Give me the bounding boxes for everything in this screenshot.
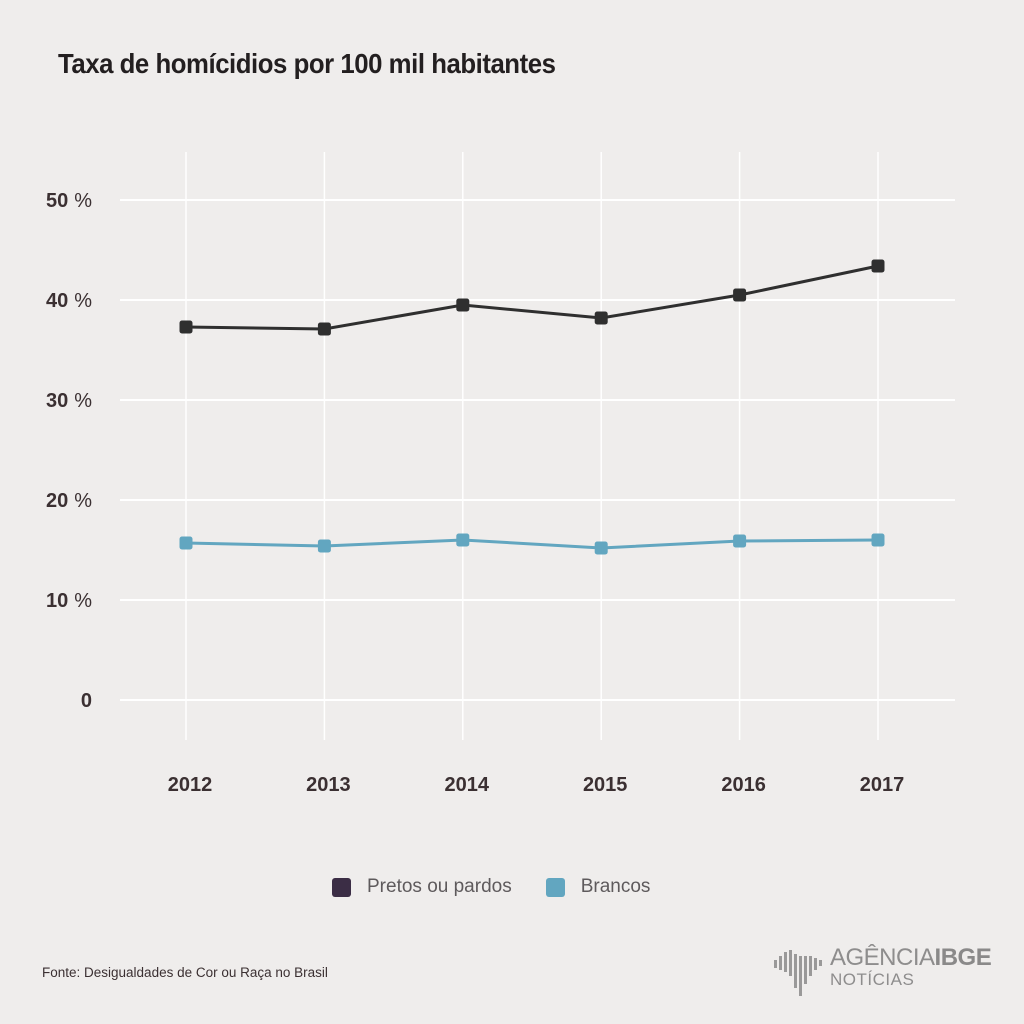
y-tick-label: 10% [46, 590, 92, 612]
data-point[interactable] [179, 536, 193, 550]
data-point[interactable] [871, 533, 885, 547]
legend-label: Brancos [580, 876, 651, 897]
grid [120, 152, 955, 740]
series-pretos-ou-pardos [179, 259, 885, 336]
agencia-ibge-logo: AGÊNCIAIBGE NOTÍCIAS [774, 944, 992, 996]
series-line [185, 538, 879, 550]
logo-bars-icon [774, 950, 824, 996]
x-tick-label: 2013 [306, 774, 351, 796]
y-axis: 50 % 40 % 30 % 20 % 10 % 0 [46, 190, 92, 712]
series-layer [179, 259, 885, 555]
data-point[interactable] [594, 541, 608, 555]
y-tick-label: 40% [46, 290, 92, 312]
series-line [185, 264, 879, 331]
data-point[interactable] [179, 320, 193, 334]
source-note: Fonte: Desigualdades de Cor ou Raça no B… [42, 965, 328, 980]
x-axis: 2012 2013 2014 2015 2016 2017 [168, 774, 905, 796]
data-point[interactable] [733, 534, 747, 548]
y-tick-label: 20% [46, 490, 92, 512]
y-tick-label: 0 [81, 690, 92, 712]
legend: Pretos ou pardos Brancos [332, 876, 684, 898]
x-tick-label: 2017 [860, 774, 905, 796]
data-point[interactable] [594, 311, 608, 325]
logo-text-bold: IBGE [934, 944, 992, 971]
legend-item-brancos[interactable]: Brancos [545, 876, 651, 898]
chart-title: Taxa de homícidios por 100 mil habitante… [58, 48, 556, 79]
x-tick-label: 2016 [721, 774, 766, 796]
data-point[interactable] [317, 322, 331, 336]
legend-item-pretos[interactable]: Pretos ou pardos [332, 876, 512, 898]
x-tick-label: 2014 [445, 774, 490, 796]
y-tick-label: 30% [46, 390, 92, 412]
data-point[interactable] [317, 539, 331, 553]
legend-swatch [545, 877, 565, 897]
data-point[interactable] [456, 298, 470, 312]
legend-label: Pretos ou pardos [367, 876, 512, 897]
series-brancos [179, 533, 885, 555]
data-point[interactable] [871, 259, 885, 273]
logo-text: AGÊNCIA [830, 944, 935, 971]
x-tick-label: 2015 [583, 774, 628, 796]
logo-subtext: NOTÍCIAS [830, 970, 915, 989]
data-point[interactable] [456, 533, 470, 547]
data-point[interactable] [733, 288, 747, 302]
legend-swatch [332, 877, 351, 897]
x-tick-label: 2012 [168, 774, 213, 796]
y-tick-label: 50% [46, 190, 92, 212]
